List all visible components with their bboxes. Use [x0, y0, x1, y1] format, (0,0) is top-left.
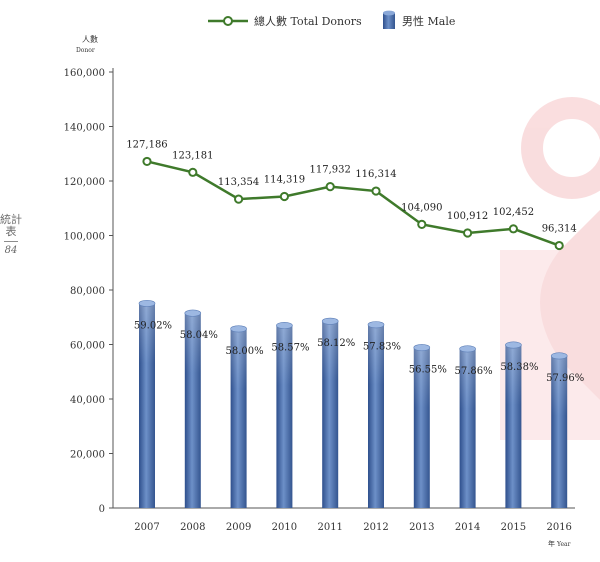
y-tick-label: 120,000	[64, 177, 105, 188]
male-percent-label: 58.12%	[317, 338, 355, 349]
x-tick-label: 2007	[134, 522, 159, 533]
x-tick-label: 2010	[272, 522, 297, 533]
male-bar	[367, 321, 385, 508]
x-tick-label: 2015	[501, 522, 526, 533]
male-percent-label: 58.00%	[226, 346, 264, 357]
x-tick-label: 2016	[546, 522, 571, 533]
male-bar	[276, 322, 293, 508]
legend-bar-label: 男性 Male	[402, 14, 455, 28]
chart-axes: 0 20,000 40,000 60,000 80,000 100,000 120,000 1…	[64, 68, 575, 533]
male-percent-label: 57.86%	[455, 366, 493, 377]
male-percent-label: 56.55%	[409, 365, 447, 376]
total-donors-point	[279, 191, 289, 202]
x-tick-label: 2008	[180, 522, 205, 533]
y-tick-label: 140,000	[64, 123, 105, 134]
total-donors-label: 116,314	[355, 169, 396, 180]
total-donors-label: 102,452	[493, 207, 534, 218]
male-bar	[505, 341, 522, 508]
total-donors-label: 96,314	[542, 224, 577, 235]
total-donors-point	[371, 186, 381, 196]
legend-line-marker	[223, 16, 233, 26]
legend-bar-swatch	[383, 10, 395, 29]
total-donors-polyline	[146, 160, 560, 247]
male-bar	[230, 325, 247, 508]
y-tick-label: 20,000	[70, 450, 105, 461]
total-donors-label: 123,181	[172, 150, 213, 161]
y-tick-label: 0	[99, 504, 105, 515]
legend-line-label: 總人數 Total Donors	[254, 14, 362, 28]
total-donors-label: 114,319	[264, 174, 305, 185]
total-donors-label: 100,912	[447, 211, 488, 222]
x-tick-label: 2012	[363, 522, 388, 533]
total-donors-label: 117,932	[310, 165, 351, 176]
male-bar	[459, 345, 476, 508]
side-section-title: 統計表	[0, 213, 22, 238]
male-percent-label: 58.38%	[500, 362, 538, 373]
total-donors-point	[188, 167, 198, 177]
legend: 總人數 Total Donors 男性 Male	[208, 10, 455, 29]
side-page-number: 84	[4, 245, 18, 256]
male-bars	[138, 299, 568, 508]
male-bar	[413, 344, 431, 508]
male-bar	[138, 299, 156, 508]
x-tick-label: 2011	[317, 522, 342, 533]
total-donors-label: 113,354	[218, 177, 259, 188]
y-tick-label: 80,000	[70, 286, 105, 297]
total-donors-point	[234, 194, 244, 204]
male-percent-label: 57.83%	[363, 342, 401, 353]
male-bar	[321, 317, 339, 508]
total-donors-point	[417, 219, 427, 229]
x-tick-label: 2013	[409, 522, 434, 533]
total-donors-point	[508, 224, 519, 234]
total-donors-point	[463, 228, 473, 238]
x-tick-label: 2014	[455, 522, 480, 533]
x-axis-title: 年	[548, 539, 555, 548]
total-donors-point	[142, 156, 152, 167]
total-donors-line	[142, 156, 564, 251]
y-tick-label: 160,000	[64, 68, 105, 79]
y-tick-label: 40,000	[70, 395, 105, 406]
total-donors-label: 127,186	[126, 139, 167, 150]
y-axis-subtitle: Donor	[76, 47, 95, 54]
male-percent-label: 58.04%	[180, 330, 218, 341]
male-bar	[550, 352, 568, 508]
y-axis-title: 人數	[82, 34, 98, 44]
y-tick-label: 60,000	[70, 341, 105, 352]
side-divider	[4, 241, 18, 242]
total-donors-point	[554, 240, 564, 251]
male-percent-label: 57.96%	[546, 373, 584, 384]
x-tick-label: 2009	[226, 522, 251, 533]
total-donors-label: 104,090	[401, 202, 442, 213]
data-labels: 127,186 123,181 113,354 114,319 117,932 116,3…	[126, 139, 584, 383]
male-percent-label: 58.57%	[271, 343, 309, 354]
male-percent-label: 59.02%	[134, 320, 172, 331]
x-axis-subtitle: Year	[556, 541, 571, 548]
side-margin-label: 統計表 84	[0, 214, 22, 257]
male-bar	[184, 309, 202, 508]
y-tick-label: 100,000	[64, 232, 105, 243]
total-donors-point	[325, 182, 335, 192]
